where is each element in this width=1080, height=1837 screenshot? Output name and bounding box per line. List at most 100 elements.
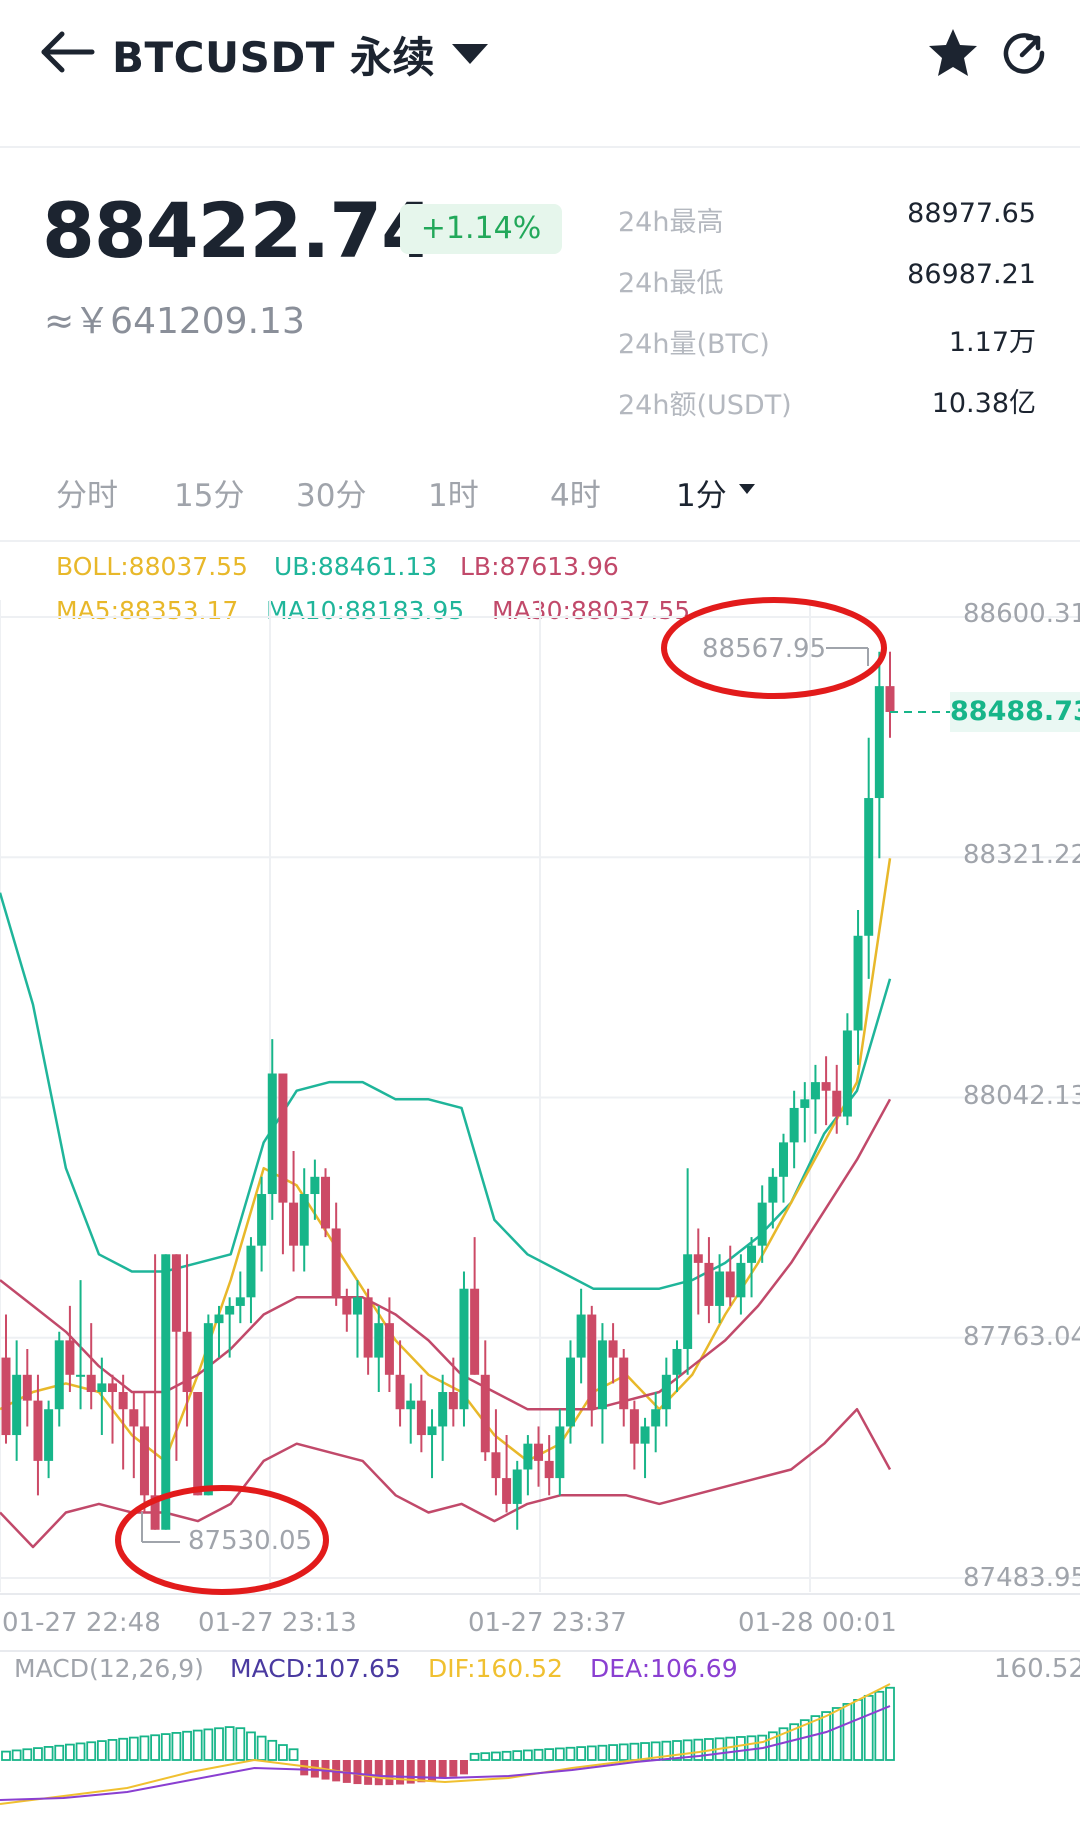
candle-body	[427, 1426, 437, 1436]
arrow-left-icon[interactable]	[38, 30, 98, 74]
macd-bar	[863, 1694, 874, 1761]
candle-body	[257, 1194, 267, 1246]
candle-body	[310, 1176, 320, 1195]
candle-body	[502, 1478, 512, 1504]
macd-bar	[65, 1743, 75, 1761]
macd-bar	[364, 1760, 373, 1785]
candle-body	[810, 1082, 820, 1100]
line-ma5	[0, 858, 892, 1463]
macd-bar	[342, 1760, 351, 1783]
time-axis-tick: 01-28 00:01	[738, 1608, 897, 1638]
stat-label-low: 24h最低	[618, 268, 724, 299]
macd-bar	[139, 1735, 150, 1761]
macd-bar	[512, 1750, 523, 1761]
macd-bar	[449, 1760, 458, 1777]
candle-body	[874, 686, 884, 799]
candle-body	[757, 1202, 767, 1246]
tab-timeshare[interactable]: 分时	[56, 478, 118, 514]
macd-bar	[256, 1735, 267, 1761]
macd-bar	[128, 1736, 139, 1761]
macd-bar	[501, 1750, 512, 1761]
macd-bar	[374, 1760, 383, 1786]
candle-body	[374, 1323, 384, 1358]
macd-axis-tick: 160.52	[994, 1654, 1080, 1684]
candle-body	[747, 1245, 757, 1263]
candle-body	[576, 1314, 586, 1358]
share-icon[interactable]	[998, 28, 1048, 78]
tab-1h[interactable]: 1时	[428, 478, 479, 514]
macd-bar	[821, 1711, 831, 1761]
candle-body	[76, 1374, 86, 1377]
macd-bar	[469, 1752, 480, 1761]
candle-body	[864, 798, 874, 936]
candle-body	[821, 1082, 831, 1091]
macd-bar	[54, 1744, 65, 1761]
candle-body	[778, 1142, 788, 1177]
macd-bar	[288, 1748, 299, 1761]
candle-body	[715, 1271, 725, 1306]
candle-body	[161, 1254, 171, 1530]
tab-1m[interactable]: 1分	[676, 478, 727, 514]
cny-price: ≈￥641209.13	[44, 301, 305, 342]
change-badge: +1.14%	[400, 204, 562, 254]
macd-bar	[522, 1749, 533, 1761]
candle-body	[203, 1323, 213, 1496]
candle-body	[267, 1073, 277, 1195]
line-lb	[0, 1407, 892, 1549]
macd-bar	[438, 1760, 447, 1779]
tab-30m[interactable]: 30分	[296, 478, 367, 514]
macd-bar	[544, 1748, 555, 1761]
macd-bar	[160, 1733, 171, 1761]
macd-bar	[96, 1740, 107, 1761]
caret-down-icon[interactable]	[448, 38, 492, 68]
macd-bar	[672, 1740, 682, 1761]
macd-bar	[396, 1760, 405, 1785]
line-ub	[0, 892, 892, 1290]
candle-body	[640, 1426, 650, 1444]
stat-value-low: 86987.21	[907, 259, 1036, 290]
macd-bar	[682, 1739, 693, 1761]
price-axis-tick: 88600.31	[963, 599, 1080, 629]
candle-body	[800, 1099, 810, 1108]
candle-body	[693, 1254, 703, 1263]
macd-bar	[406, 1760, 415, 1784]
macd-bar	[874, 1690, 885, 1761]
macd-bar	[586, 1745, 597, 1761]
macd-chart	[0, 1683, 895, 1805]
caret-down-icon[interactable]	[738, 482, 756, 496]
macd-bar	[182, 1730, 192, 1761]
candle-body	[289, 1202, 299, 1246]
tab-4h[interactable]: 4时	[550, 478, 601, 514]
macd-bar	[459, 1760, 468, 1775]
candle-body	[182, 1331, 192, 1393]
candle-body	[33, 1400, 43, 1461]
min-price-label: 87530.05	[188, 1526, 313, 1556]
candle-body	[44, 1409, 54, 1461]
macd-bar	[565, 1746, 576, 1761]
macd-bar	[597, 1744, 608, 1761]
macd-bar	[33, 1747, 43, 1761]
highlight-circle-max	[661, 597, 887, 699]
stat-label-turnover: 24h额(USDT)	[618, 390, 792, 421]
candle-body	[736, 1262, 746, 1298]
star-icon[interactable]	[926, 26, 980, 80]
candle-body	[139, 1426, 149, 1496]
candle-body	[384, 1323, 394, 1375]
candle-body	[683, 1254, 693, 1349]
candle-body	[108, 1383, 118, 1393]
candle-body	[97, 1383, 107, 1393]
tab-15m[interactable]: 15分	[174, 478, 245, 514]
macd-bar	[246, 1731, 256, 1761]
macd-bar	[735, 1736, 746, 1761]
candle-body	[150, 1495, 160, 1530]
macd-bar	[278, 1744, 288, 1761]
candle-body	[480, 1374, 490, 1453]
page-title[interactable]: BTCUSDT 永续	[112, 33, 435, 82]
macd-bar	[853, 1699, 863, 1761]
stat-value-turnover: 10.38亿	[931, 388, 1036, 419]
candlestick-chart[interactable]	[0, 540, 1080, 1620]
candle-body	[555, 1426, 565, 1479]
macd-bar	[831, 1707, 842, 1761]
candle-body	[225, 1305, 235, 1315]
ma10-label: MA10:88183.95	[266, 596, 465, 625]
